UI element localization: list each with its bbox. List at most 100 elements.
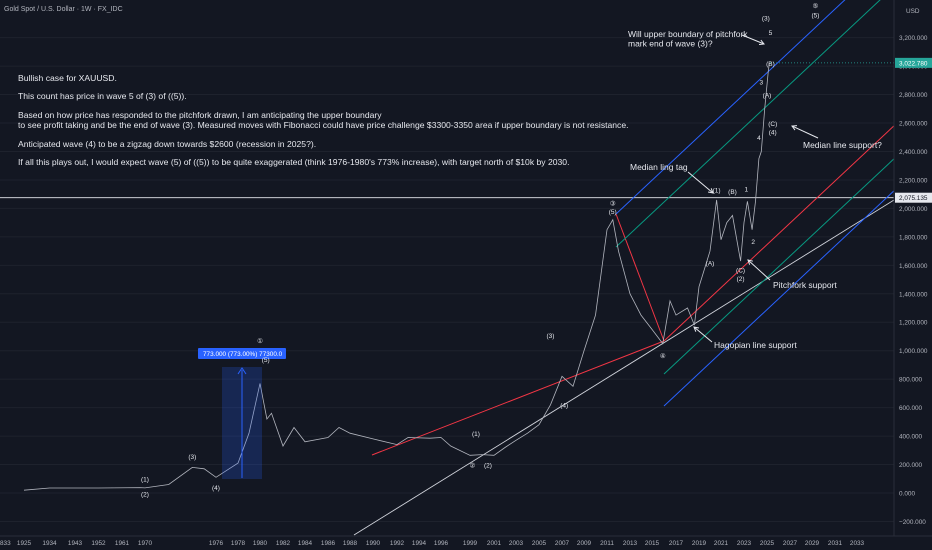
idea-note: Bullish case for XAUUSD.: [18, 73, 117, 83]
pitchfork-median-back: [371, 340, 665, 456]
annotation-upper-boundary: Will upper boundary of pitchfork: [628, 29, 748, 39]
time-axis[interactable]: 1925 1934 1943 1952 1961 1970 1976 1978 1980 1982…: [0, 535, 932, 550]
pitchfork-handle: [615, 213, 665, 342]
arrow-hagopian: [693, 326, 713, 343]
price-tick-label: 400.000: [899, 434, 923, 441]
wave-label: (2): [737, 276, 745, 283]
price-axis-bg: [894, 0, 932, 550]
wave-label: 1: [744, 186, 748, 193]
price-tick-label: 600.000: [899, 405, 923, 412]
time-tick-label: 1982: [276, 540, 291, 547]
wave-label: (5): [262, 357, 270, 364]
time-tick-label: 2023: [737, 540, 752, 547]
price-tick-label: −200.000: [899, 519, 926, 526]
idea-note: Anticipated wave (4) to be a zigzag down…: [18, 139, 317, 149]
time-tick-label: 2025: [760, 540, 775, 547]
wave-label: 2: [751, 239, 755, 246]
wave-label: (B): [766, 61, 775, 68]
time-tick-label: 1976: [209, 540, 224, 547]
horizontal-level-badge: [895, 192, 932, 203]
time-tick-label: 2003: [509, 540, 524, 547]
pitchfork-upper: [615, 0, 846, 215]
time-tick-label: 1992: [390, 540, 405, 547]
time-tick-label: 1990: [366, 540, 381, 547]
measure-label: 773.000 (773.00%) 77300.0: [203, 351, 283, 358]
arrow-upper-boundary: [741, 34, 765, 45]
price-tick-label: 200.000: [899, 462, 923, 469]
wave-label: ④: [660, 352, 666, 360]
wave-label: (1): [713, 188, 721, 195]
measure-label-bg: [198, 348, 286, 359]
wave-label: ②: [469, 461, 475, 469]
wave-label: (3): [762, 16, 770, 23]
arrow-pitchfork-support: [747, 259, 771, 281]
idea-note: This count has price in wave 5 of (3) of…: [18, 91, 187, 101]
wave-labels: (1)(2)(3)(4)①(5)(1)② (2)(3)(4)③(5)④(1) (B)…: [141, 2, 819, 499]
pitchfork-lower: [663, 154, 932, 407]
annotation-median-support: Median line support?: [803, 140, 882, 150]
time-tick-label: 2011: [600, 540, 614, 547]
wave-label: 5: [769, 30, 773, 37]
wave-label: (5): [811, 13, 819, 20]
measure-tool: 773.000 (773.00%) 77300.0: [198, 348, 286, 479]
wave-label: (3): [547, 333, 555, 340]
price-axis[interactable]: USD −200.000 0.000 200.000 400.000 600.000 800…: [893, 0, 932, 550]
arrow-median-tag: [687, 171, 714, 194]
time-tick-label: 1961: [115, 540, 130, 547]
current-price-value: 3,022.780: [899, 60, 928, 67]
wave-label: 4: [757, 135, 761, 142]
arrow-median-support-head: [791, 125, 798, 131]
time-tick-label: 2005: [532, 540, 547, 547]
idea-note: If all this plays out, I would expect wa…: [18, 157, 570, 167]
grid: [0, 37, 894, 522]
wave-label: (4): [212, 485, 220, 492]
time-tick-label: 1994: [412, 540, 427, 547]
time-tick-label: 2009: [577, 540, 592, 547]
time-tick-label: 2033: [850, 540, 865, 547]
time-tick-label: 1943: [68, 540, 83, 547]
price-tick-label: 1,600.000: [899, 263, 928, 270]
arrow-pitchfork-support-head: [747, 259, 753, 265]
price-tick-label: 1,800.000: [899, 234, 928, 241]
price-tick-label: 800.000: [899, 377, 923, 384]
price-tick-label: 2,200.000: [899, 177, 928, 184]
wave-label: (B): [728, 189, 737, 196]
time-tick-label: 1996: [434, 540, 449, 547]
currency-label: USD: [906, 8, 920, 15]
wave-label: (4): [769, 129, 777, 136]
horizontal-level-value: 2,075.135: [899, 195, 928, 202]
time-tick-label: 1986: [321, 540, 336, 547]
time-tick-label: 1978: [231, 540, 246, 547]
price-tick-label: 1,200.000: [899, 320, 928, 327]
price-tick-label: 2,400.000: [899, 149, 928, 156]
time-tick-label: 2029: [805, 540, 820, 547]
pitchfork-median: [663, 89, 932, 342]
time-axis-bg: [0, 536, 932, 550]
time-tick-label: 1988: [343, 540, 358, 547]
wave-label: ①: [257, 337, 263, 345]
wave-label: ③: [610, 200, 616, 208]
arrow-median-support: [791, 125, 819, 139]
wave-label: (A): [763, 92, 772, 99]
time-tick-label: 2019: [692, 540, 707, 547]
wave-label: (C): [768, 121, 777, 128]
price-tick-label: 1,000.000: [899, 348, 928, 355]
idea-note: Based on how price has responded to the …: [18, 110, 629, 130]
wave-label: (1): [141, 477, 149, 484]
arrow-hagopian-head: [693, 326, 700, 332]
time-tick-label: 2007: [555, 540, 570, 547]
time-tick-label: 833: [0, 540, 11, 547]
wave-label: (5): [609, 209, 617, 216]
wave-label: ⑤: [813, 2, 819, 10]
time-tick-label: 2017: [669, 540, 684, 547]
time-tick-label: 1934: [42, 540, 57, 547]
annotation-upper-boundary: mark end of wave (3)?: [628, 39, 713, 49]
time-tick-label: 1925: [17, 540, 32, 547]
arrow-upper-boundary-head: [758, 39, 765, 46]
time-tick-label: 1970: [138, 540, 153, 547]
time-tick-label: 2027: [783, 540, 798, 547]
annotation-pitchfork-support: Pitchfork support: [773, 280, 837, 290]
time-tick-label: 1952: [91, 540, 106, 547]
